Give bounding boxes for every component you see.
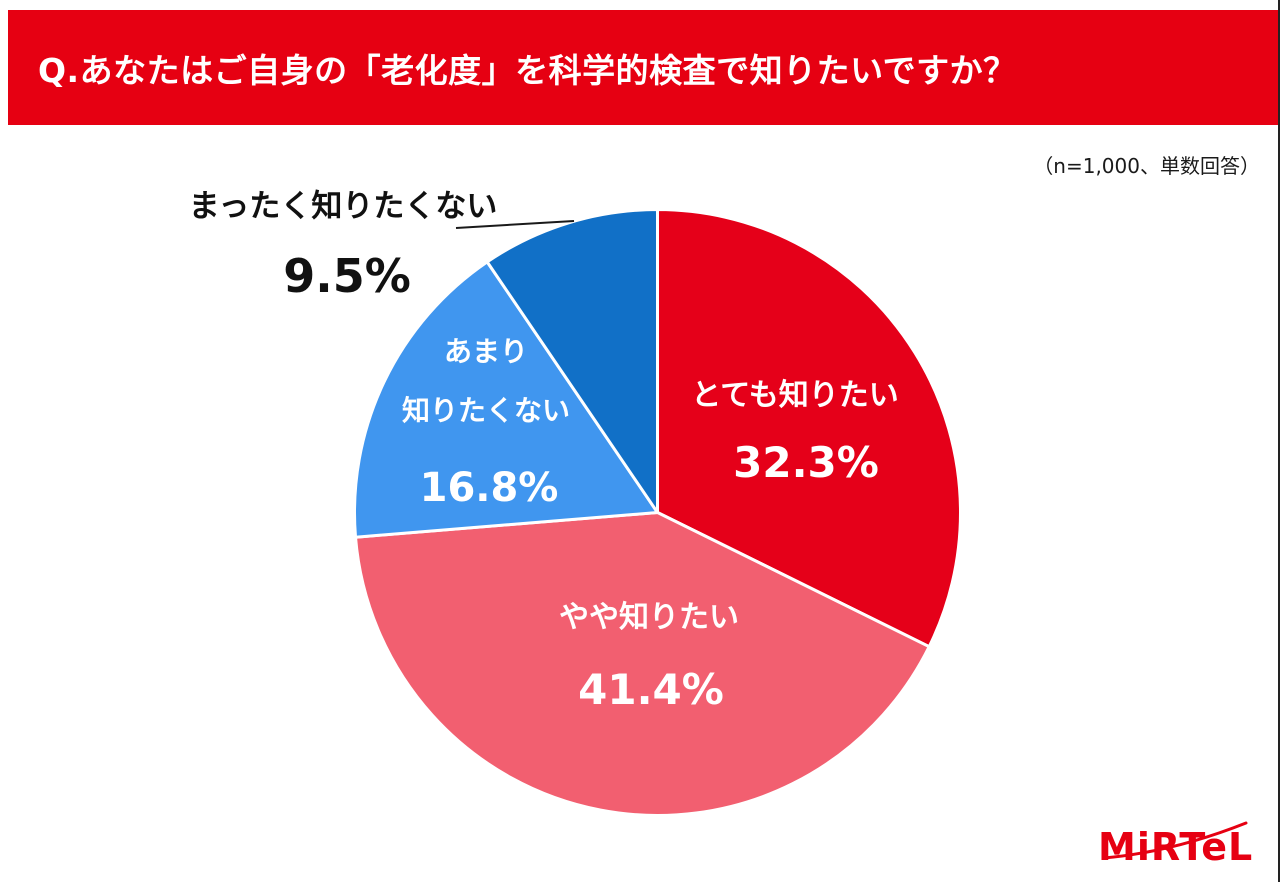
pie-chart-svg	[353, 208, 962, 817]
slice-pct-very-want: 32.3%	[733, 438, 879, 487]
slice-label-very-want: とても知りたい	[691, 378, 899, 413]
pie-chart	[351, 206, 964, 819]
question-text: Q.あなたはご自身の「老化度」を科学的検査で知りたいですか？	[38, 50, 1017, 90]
slice-label-somewhat-want: やや知りたい	[559, 600, 739, 635]
pie-slice-2	[353, 260, 659, 539]
pie-slice-3	[485, 208, 659, 514]
slice-label-not-really-line1: あまり	[443, 335, 529, 368]
pie-slice-1	[354, 511, 931, 817]
question-banner: Q.あなたはご自身の「老化度」を科学的検査で知りたいですか？	[8, 10, 1278, 125]
slice-label-not-at-all: まったく知りたくない	[188, 188, 498, 225]
sample-size-note: （n=1,000、単数回答）	[1033, 154, 1260, 178]
slice-pct-somewhat-want: 41.4%	[578, 665, 724, 714]
pie-slice-0	[656, 208, 962, 649]
slice-label-not-really-line2: 知りたくない	[401, 394, 571, 427]
mirtel-logo-text: MiRTeL	[1098, 825, 1254, 869]
mirtel-logo: MiRTeL	[1098, 816, 1254, 869]
slice-pct-not-at-all: 9.5%	[283, 249, 411, 303]
leader-line	[455, 220, 575, 229]
slice-pct-not-really: 16.8%	[419, 465, 559, 511]
